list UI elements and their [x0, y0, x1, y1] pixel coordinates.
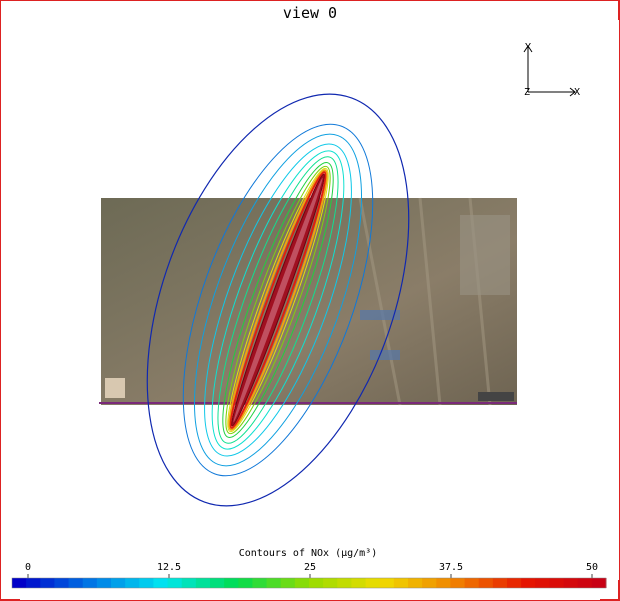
colorbar-segment: [408, 578, 423, 588]
colorbar-tick-label: 0: [25, 562, 31, 573]
colorbar-segment: [294, 578, 310, 588]
colorbar-segment: [478, 578, 494, 588]
colorbar-segment: [96, 578, 112, 588]
colorbar-tick-label: 12.5: [157, 562, 181, 573]
colorbar: 0 12.5 25 37.5 50: [12, 562, 607, 588]
colorbar-segment: [167, 578, 183, 588]
colorbar-segment: [464, 578, 480, 588]
colorbar-tick-label: 25: [304, 562, 316, 573]
colorbar-segment: [139, 578, 154, 588]
colorbar-segment: [337, 578, 352, 588]
axis-triad: [523, 45, 576, 97]
colorbar-segment: [379, 578, 395, 588]
colorbar-segment: [111, 578, 126, 588]
axis-y-label: Y: [525, 42, 531, 53]
colorbar-segment: [238, 578, 253, 588]
colorbar-segment: [323, 578, 338, 588]
colorbar-segment: [252, 578, 268, 588]
colorbar-segment: [365, 578, 381, 588]
colorbar-segment: [181, 578, 197, 588]
colorbar-segment: [309, 578, 324, 588]
colorbar-frame: [11, 577, 607, 589]
colorbar-segment: [563, 578, 579, 588]
colorbar-segment: [68, 578, 84, 588]
colorbar-segment: [507, 578, 522, 588]
colorbar-segment: [153, 578, 169, 588]
colorbar-segment: [12, 578, 27, 588]
axis-z-label: Z: [524, 87, 530, 98]
colorbar-title: Contours of NOx (μg/m³): [239, 548, 377, 559]
colorbar-segment: [393, 578, 409, 588]
colorbar-segment: [266, 578, 282, 588]
colorbar-segment: [521, 578, 536, 588]
colorbar-segment: [351, 578, 367, 588]
colorbar-segment: [450, 578, 466, 588]
colorbar-segment: [577, 578, 593, 588]
colorbar-segment: [54, 578, 70, 588]
contours: [146, 93, 410, 507]
colorbar-tick-label: 37.5: [439, 562, 463, 573]
satellite-image: [99, 197, 517, 406]
colorbar-segment: [125, 578, 140, 588]
colorbar-segment: [535, 578, 550, 588]
colorbar-segment: [195, 578, 211, 588]
colorbar-tick-label: 50: [586, 562, 598, 573]
colorbar-segment: [280, 578, 296, 588]
colorbar-segment: [82, 578, 98, 588]
axis-x-label: X: [574, 87, 580, 98]
colorbar-segment: [26, 578, 41, 588]
colorbar-segment: [40, 578, 55, 588]
colorbar-segment: [422, 578, 437, 588]
colorbar-segment: [549, 578, 565, 588]
colorbar-segment: [492, 578, 508, 588]
colorbar-segment: [210, 578, 225, 588]
colorbar-segment: [591, 578, 607, 588]
colorbar-segment: [436, 578, 451, 588]
view-title: view 0: [283, 4, 337, 22]
colorbar-segment: [224, 578, 239, 588]
